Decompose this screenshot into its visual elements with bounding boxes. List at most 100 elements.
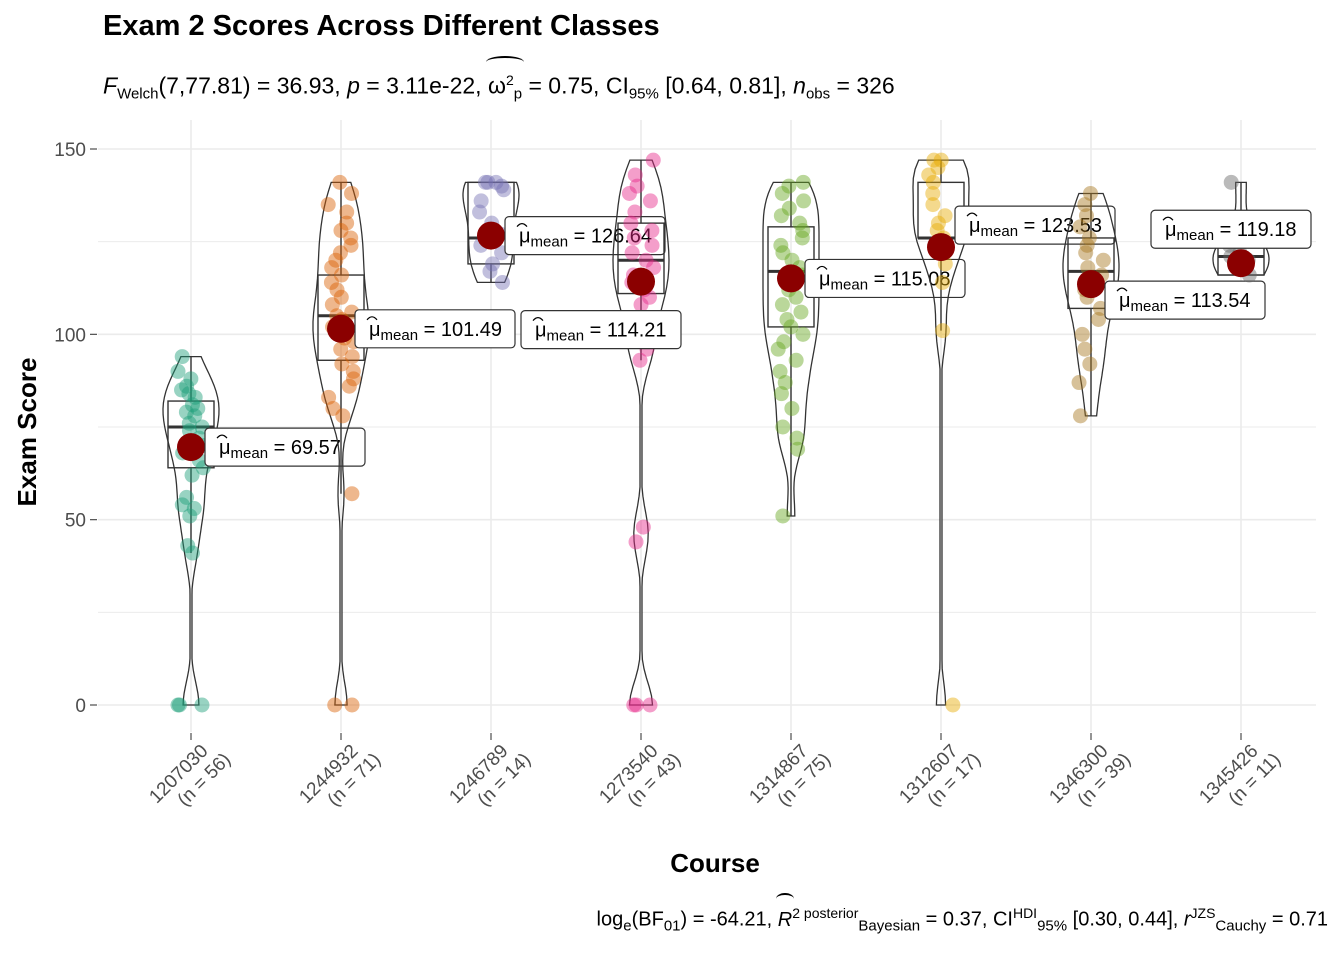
data-point	[1072, 219, 1088, 235]
r-sub: Bayesian	[858, 917, 921, 935]
data-point	[925, 185, 941, 201]
data-point	[645, 152, 661, 168]
bf-sub: 01	[663, 917, 681, 935]
bf-e: e	[623, 917, 632, 935]
category-group-1246789: μmean = 126.64	[462, 174, 666, 290]
data-point	[1095, 252, 1111, 268]
data-point	[775, 245, 791, 261]
data-point	[1093, 300, 1109, 316]
mean-label-box	[504, 215, 666, 256]
data-point	[181, 386, 197, 402]
data-point	[795, 326, 811, 342]
data-point	[1078, 245, 1094, 261]
data-point	[190, 400, 206, 416]
data-point	[472, 204, 488, 220]
mean-label: μmean = 114.21	[535, 320, 667, 345]
n-sub: obs	[805, 85, 831, 103]
data-point	[627, 204, 643, 220]
data-point	[178, 404, 194, 420]
rc-symbol: r	[1183, 908, 1191, 931]
data-point	[332, 245, 348, 261]
category-group-1314867: μmean = 115.08	[762, 174, 966, 524]
mean-label-box	[354, 309, 516, 349]
mean-marker	[327, 314, 355, 343]
data-point	[788, 289, 804, 305]
mean-label-box	[954, 205, 1116, 245]
mean-label-box	[204, 427, 366, 467]
data-point	[935, 274, 951, 290]
data-point	[626, 697, 642, 713]
mean-label: μmean = 123.53	[969, 215, 1102, 240]
data-point	[179, 378, 195, 394]
data-point	[781, 200, 797, 216]
category-group-1345426: μmean = 119.18	[1150, 174, 1312, 283]
mean-marker	[627, 267, 655, 296]
hat-mark	[516, 222, 528, 227]
data-point	[333, 223, 349, 239]
data-point	[184, 467, 200, 483]
data-point	[187, 389, 203, 405]
data-point	[324, 260, 340, 276]
data-point	[1078, 208, 1094, 224]
x-tick-label: 1345426(n = 11)	[1195, 734, 1285, 824]
data-point	[494, 178, 510, 194]
data-point	[774, 297, 790, 313]
mean-marker	[1077, 270, 1105, 299]
r-sup: 2 posterior	[792, 905, 859, 921]
data-point	[327, 697, 343, 713]
data-point	[174, 382, 190, 398]
data-point	[324, 297, 340, 313]
data-point	[180, 538, 196, 554]
data-point	[343, 230, 359, 246]
data-point	[790, 441, 806, 457]
category-group-1207030: μmean = 69.57	[162, 349, 366, 713]
data-point	[1079, 237, 1095, 253]
data-point	[632, 352, 648, 368]
hat-mark	[216, 434, 228, 439]
hat-mark	[816, 265, 828, 270]
hat-mark	[1162, 216, 1174, 221]
data-point	[627, 167, 643, 183]
ci-sup: HDI	[1012, 905, 1038, 921]
mean-label: μmean = 113.54	[1119, 290, 1251, 315]
data-point	[179, 489, 195, 505]
data-point	[624, 245, 640, 261]
data-point	[320, 197, 336, 213]
data-point	[779, 312, 795, 328]
chart-subtitle: FWelch(7,77.81) = 36.93, p = 3.11e-22, ω…	[103, 56, 895, 103]
data-point	[644, 237, 660, 253]
data-point	[772, 363, 788, 379]
violin	[612, 159, 670, 706]
data-point	[482, 263, 498, 279]
y-axis-ticks: 0 50 100 150	[54, 140, 97, 717]
data-point	[776, 334, 792, 350]
ci-sub: 95%	[1037, 917, 1068, 935]
mean-marker	[477, 221, 505, 250]
violin	[162, 355, 220, 706]
data-point	[642, 193, 658, 209]
data-point	[789, 430, 805, 446]
data-point	[925, 197, 941, 213]
rc-sup: JZS	[1190, 905, 1216, 921]
data-point	[1071, 375, 1087, 391]
rc-value: = 0.71	[1266, 908, 1328, 931]
data-point	[788, 352, 804, 368]
ci-value: [0.64, 0.81],	[658, 72, 794, 99]
data-point	[930, 160, 946, 176]
data-point	[333, 289, 349, 305]
hat-mark	[1116, 287, 1128, 292]
data-point	[181, 415, 197, 431]
data-point	[626, 230, 642, 246]
data-point	[628, 697, 644, 713]
y-tick-label: 0	[75, 696, 86, 717]
data-point	[635, 519, 651, 535]
data-point	[171, 697, 187, 713]
data-point	[921, 167, 937, 183]
data-point	[623, 215, 639, 231]
data-point	[344, 697, 360, 713]
data-point	[174, 497, 190, 513]
data-point	[1077, 197, 1093, 213]
data-point	[345, 363, 361, 379]
data-point	[170, 363, 186, 379]
rc-sub: Cauchy	[1215, 917, 1267, 935]
